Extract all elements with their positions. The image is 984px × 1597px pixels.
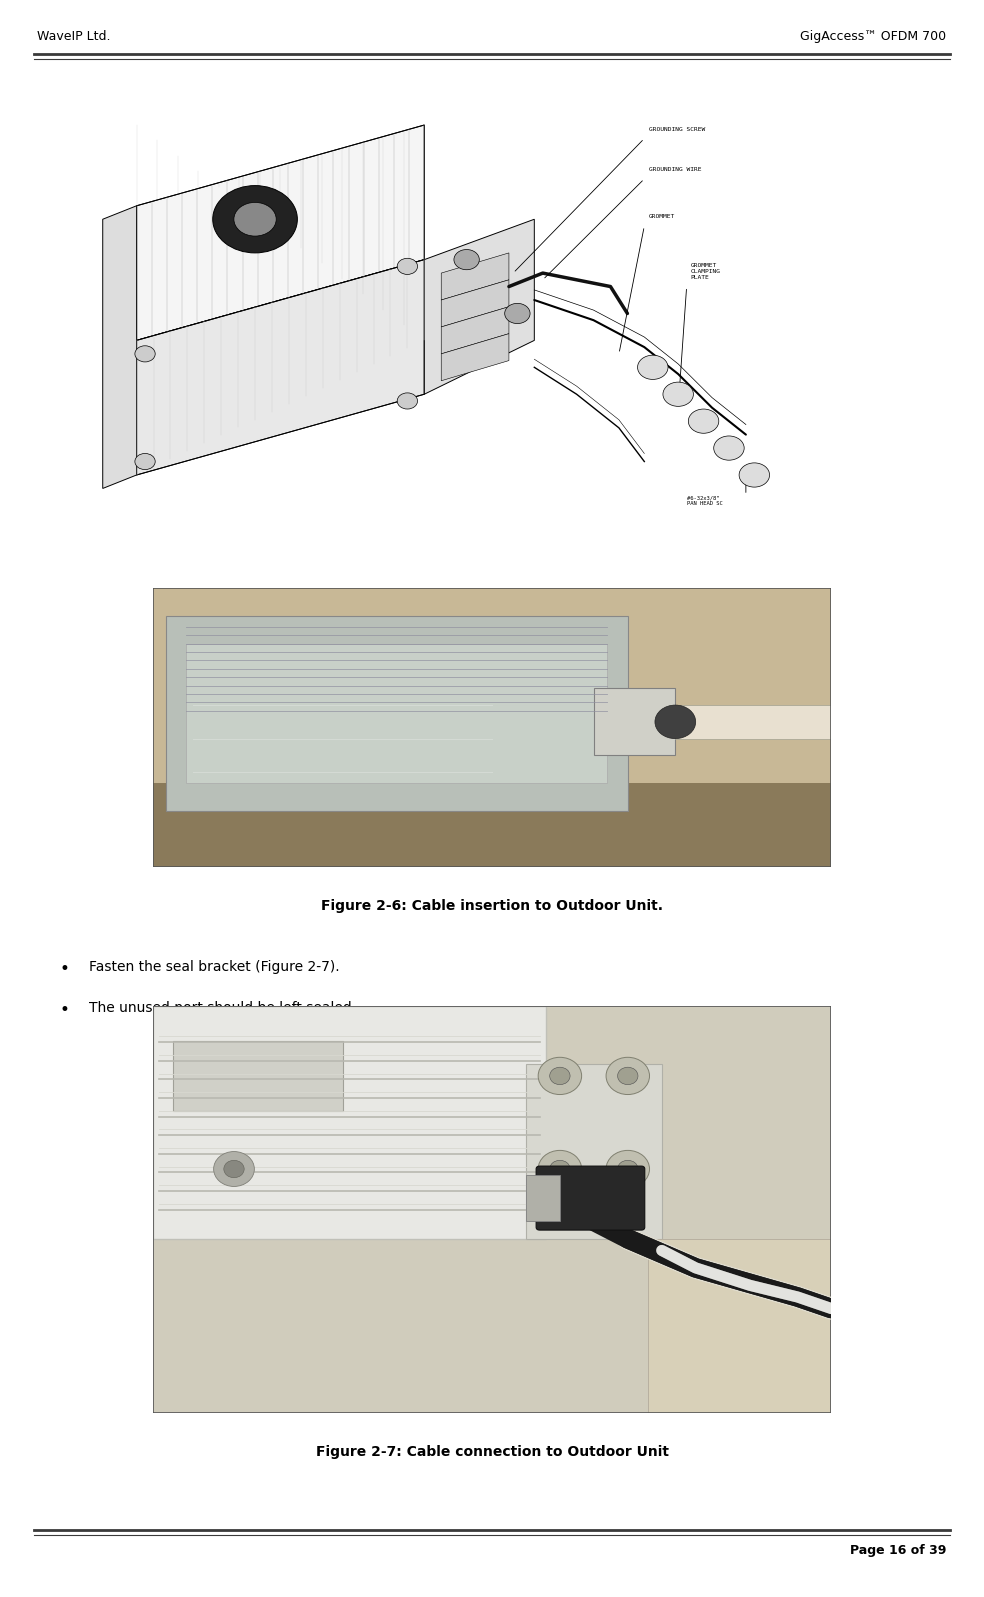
Polygon shape [424, 219, 534, 394]
Circle shape [638, 355, 668, 380]
FancyBboxPatch shape [173, 1041, 342, 1112]
Text: Figure 2-5: Cable assembly to Outdoor Unit: Figure 2-5: Cable assembly to Outdoor Un… [322, 596, 662, 610]
FancyBboxPatch shape [187, 644, 607, 784]
FancyBboxPatch shape [526, 1064, 662, 1239]
FancyBboxPatch shape [166, 616, 628, 811]
FancyBboxPatch shape [648, 1239, 831, 1413]
Circle shape [689, 409, 718, 433]
Text: GROUNDING SCREW: GROUNDING SCREW [648, 126, 705, 131]
Circle shape [538, 1057, 582, 1094]
Polygon shape [137, 125, 424, 340]
Circle shape [606, 1150, 649, 1188]
Circle shape [538, 1150, 582, 1188]
FancyBboxPatch shape [526, 1175, 560, 1222]
Circle shape [505, 303, 530, 324]
Circle shape [550, 1161, 570, 1177]
Circle shape [550, 1067, 570, 1084]
Text: Fasten the seal bracket (Figure 2-7).: Fasten the seal bracket (Figure 2-7). [89, 960, 339, 974]
FancyBboxPatch shape [153, 1006, 546, 1239]
Circle shape [655, 706, 696, 738]
Text: GROMMET
CLAMPING
PLATE: GROMMET CLAMPING PLATE [691, 264, 721, 279]
Polygon shape [441, 279, 509, 327]
Circle shape [454, 249, 479, 270]
Circle shape [739, 463, 769, 487]
Text: Figure 2-7: Cable connection to Outdoor Unit: Figure 2-7: Cable connection to Outdoor … [316, 1445, 668, 1460]
FancyBboxPatch shape [153, 588, 831, 867]
Text: GROMMET: GROMMET [648, 214, 675, 219]
FancyBboxPatch shape [536, 1166, 645, 1230]
Polygon shape [137, 260, 424, 474]
FancyBboxPatch shape [153, 1006, 831, 1413]
Polygon shape [102, 206, 137, 489]
Circle shape [135, 454, 155, 470]
Circle shape [618, 1161, 638, 1177]
Polygon shape [441, 307, 509, 355]
Circle shape [398, 259, 417, 275]
FancyBboxPatch shape [675, 706, 831, 738]
Circle shape [214, 1151, 254, 1187]
Polygon shape [441, 334, 509, 380]
FancyBboxPatch shape [594, 688, 675, 755]
Circle shape [713, 436, 744, 460]
Text: GigAccess™ OFDM 700: GigAccess™ OFDM 700 [800, 30, 947, 43]
Text: #6-32x3/8"
PAN HEAD SC: #6-32x3/8" PAN HEAD SC [687, 495, 722, 506]
Text: Page 16 of 39: Page 16 of 39 [850, 1544, 947, 1557]
Circle shape [606, 1057, 649, 1094]
Circle shape [223, 1161, 244, 1177]
Text: •: • [59, 1001, 69, 1019]
Text: Figure 2-6: Cable insertion to Outdoor Unit.: Figure 2-6: Cable insertion to Outdoor U… [321, 899, 663, 913]
Text: WaveIP Ltd.: WaveIP Ltd. [37, 30, 111, 43]
Text: The unused port should be left sealed.: The unused port should be left sealed. [89, 1001, 355, 1016]
Circle shape [213, 185, 297, 252]
FancyBboxPatch shape [153, 784, 831, 867]
Circle shape [135, 347, 155, 363]
Text: •: • [59, 960, 69, 977]
Circle shape [234, 203, 277, 236]
Circle shape [663, 382, 694, 406]
Text: GROUNDING WIRE: GROUNDING WIRE [648, 168, 701, 172]
Circle shape [398, 393, 417, 409]
Circle shape [618, 1067, 638, 1084]
Polygon shape [441, 252, 509, 300]
